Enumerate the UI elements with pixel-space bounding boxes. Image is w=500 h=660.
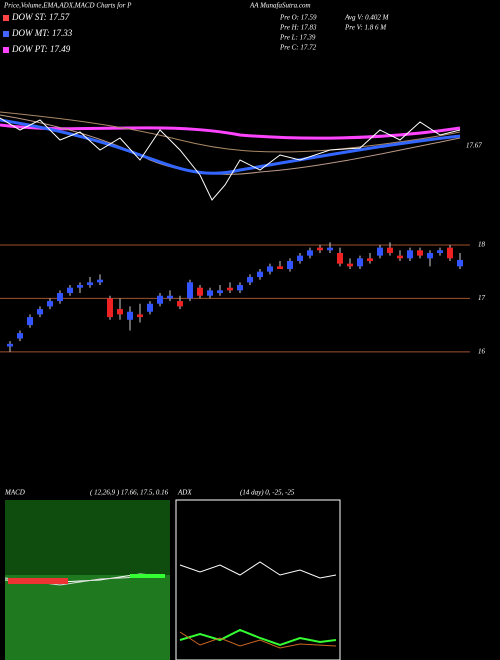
candle-body (67, 287, 73, 294)
candle-body (217, 290, 223, 294)
y-tick-label: 16 (478, 347, 486, 355)
stat: Pre H: 17.83 (279, 24, 317, 32)
title: Price,Volume,EMA,ADX,MACD Charts for P (3, 2, 132, 10)
candle-body (117, 309, 123, 315)
ema-panel: 17.67 (0, 111, 482, 201)
y-tick-label: 18 (478, 241, 486, 249)
candle-body (87, 282, 93, 286)
dow-swatch (3, 47, 9, 53)
ema-line (0, 111, 461, 153)
candle-body (47, 301, 53, 307)
candle-body (137, 314, 143, 318)
candle-body (187, 282, 193, 299)
dow-st: DOW ST: 17.57 (11, 12, 70, 22)
candle-body (27, 317, 33, 326)
adx-panel (175, 499, 341, 660)
dow-swatch (3, 31, 9, 37)
candle-body (297, 255, 303, 261)
candle-body (107, 298, 113, 318)
candle-body (257, 271, 263, 278)
candle-body (347, 263, 353, 267)
macd-params: ( 12,26,9 ) 17.66, 17.5, 0.16 (90, 489, 169, 497)
candle-body (427, 252, 433, 259)
candle-body (407, 250, 413, 259)
candle-body (367, 258, 373, 261)
candle-body (247, 277, 253, 283)
adx-params: (14 day) 0, -25, -25 (240, 489, 295, 497)
dow-pt: DOW PT: 17.49 (11, 44, 71, 54)
candle-body (447, 247, 453, 259)
stat: Pre L: 17.39 (279, 34, 316, 42)
candle-body (237, 285, 243, 291)
stat: Pre V: 1.8 6 M (344, 24, 387, 32)
candle-body (377, 247, 383, 256)
candle-body (357, 258, 363, 267)
candle-body (227, 287, 233, 291)
adx-plus (179, 628, 337, 647)
candle-body (17, 333, 23, 339)
macd-histogram (8, 578, 68, 584)
candle-body (267, 266, 273, 272)
candle-body (397, 255, 403, 259)
macd-panel-top (5, 500, 170, 575)
dow-swatch (3, 15, 9, 21)
candle-body (177, 301, 183, 307)
ema-value: 17.67 (466, 142, 482, 150)
candle-body (57, 293, 63, 302)
candle-body (97, 279, 103, 283)
adx-line (179, 561, 337, 579)
candle-body (147, 303, 153, 312)
y-tick-label: 17 (478, 294, 486, 302)
stat: Avg V: 0.402 M (344, 14, 390, 22)
candle-body (317, 247, 323, 251)
candle-body (37, 309, 43, 315)
dow-mt: DOW MT: 17.33 (11, 28, 73, 38)
candle-body (457, 259, 463, 267)
candle-body (167, 295, 173, 299)
price-line (0, 117, 461, 201)
candle-body (77, 285, 83, 288)
ema-line (0, 123, 461, 140)
candle-body (387, 247, 393, 253)
candle-body (437, 250, 443, 253)
candle-body (7, 343, 13, 347)
stat: Pre O: 17.59 (279, 14, 317, 22)
macd-title: MACD (4, 489, 25, 497)
candle-body (207, 290, 213, 296)
candle-body (287, 260, 293, 270)
site: AA MunafaSutra.com (249, 2, 311, 10)
stat: Pre C: 17.72 (279, 44, 317, 52)
candle-body (197, 287, 203, 296)
candle-body (327, 247, 333, 251)
adx-minus (179, 631, 337, 649)
candle-body (337, 252, 343, 264)
candle-body (127, 311, 133, 320)
adx-title: ADX (177, 489, 192, 497)
candle-body (417, 250, 423, 256)
macd-histogram (130, 574, 165, 578)
candle-body (157, 295, 163, 304)
candle-body (307, 250, 313, 256)
candle-body (277, 266, 283, 270)
